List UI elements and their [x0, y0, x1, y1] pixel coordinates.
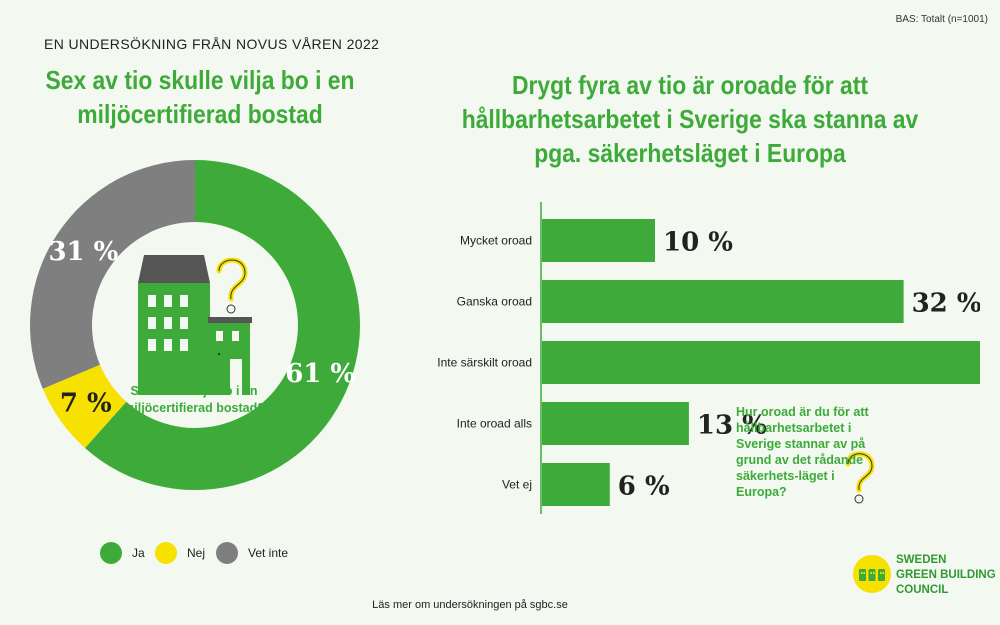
bar-value-label: 10 % — [663, 228, 733, 258]
bar-category-label: Ganska oroad — [457, 295, 532, 309]
donut-title: Sex av tio skulle vilja bo i en miljöcer… — [45, 65, 355, 129]
bar-value-label: 32 % — [912, 289, 980, 319]
donut-slice-vet-inte — [30, 160, 196, 389]
legend-item-ja: Ja — [100, 542, 145, 564]
donut-value-label: 61 % — [285, 359, 355, 389]
donut-slices — [30, 160, 360, 490]
sgbc-logo-icon — [853, 555, 891, 593]
logo-line: COUNCIL — [896, 584, 949, 596]
donut-value-label: 31 % — [48, 237, 118, 267]
sgbc-logo-text: SWEDEN GREEN BUILDING COUNCIL — [896, 553, 996, 598]
donut-question: Skulle du vilja bo i en miljöcertifierad… — [123, 384, 265, 415]
bar-chart: Mycket oroad 10 % Ganska oroad 32 % Inte sär… — [437, 202, 980, 514]
legend-swatch — [155, 542, 177, 564]
bar-chart-title: Drygt fyra av tio är oroade för att håll… — [461, 70, 919, 168]
legend-label: Ja — [132, 546, 145, 560]
legend-label: Nej — [187, 546, 206, 560]
question-mark-icon — [845, 451, 875, 504]
building-icon — [138, 255, 252, 395]
base-note: BAS: Totalt (n=1001) — [895, 14, 988, 25]
legend-swatch — [216, 542, 238, 564]
bar-category-label: Mycket oroad — [460, 234, 532, 248]
donut-chart: 61 % 7 % 31 % — [30, 160, 360, 490]
legend-item-nej: Nej — [155, 542, 205, 564]
bar-category-label: Inte oroad alls — [457, 417, 532, 431]
bar — [542, 463, 610, 506]
bar-category-label: Inte särskilt oroad — [437, 356, 532, 370]
logo-line: GREEN BUILDING — [896, 569, 996, 581]
bar-value-label: 13 % — [697, 411, 767, 441]
legend-item-vet-inte: Vet inte — [216, 542, 288, 564]
footer-text: Läs mer om undersökningen på sgbc.se — [372, 599, 568, 611]
bar — [542, 219, 655, 262]
donut-slice-ja — [84, 160, 360, 490]
bar-question: Hur oroad är du för att hållbarhetsarbet… — [736, 405, 869, 499]
logo-line: SWEDEN — [896, 554, 947, 566]
question-mark-icon — [216, 257, 248, 314]
donut-labels: 61 % 7 % 31 % — [48, 237, 355, 419]
legend-swatch — [100, 542, 122, 564]
legend-label: Vet inte — [248, 546, 289, 560]
bar-value-label: 6 % — [618, 472, 670, 502]
donut-slice-nej — [42, 364, 127, 448]
donut-value-label: 7 % — [60, 389, 112, 419]
bar-category-label: Vet ej — [502, 478, 532, 492]
survey-label: EN UNDERSÖKNING FRÅN NOVUS VÅREN 2022 — [44, 36, 380, 52]
bar — [542, 402, 689, 445]
bars: Mycket oroad 10 % Ganska oroad 32 % Inte sär… — [437, 219, 980, 506]
bar — [542, 280, 904, 323]
bar — [542, 341, 980, 384]
